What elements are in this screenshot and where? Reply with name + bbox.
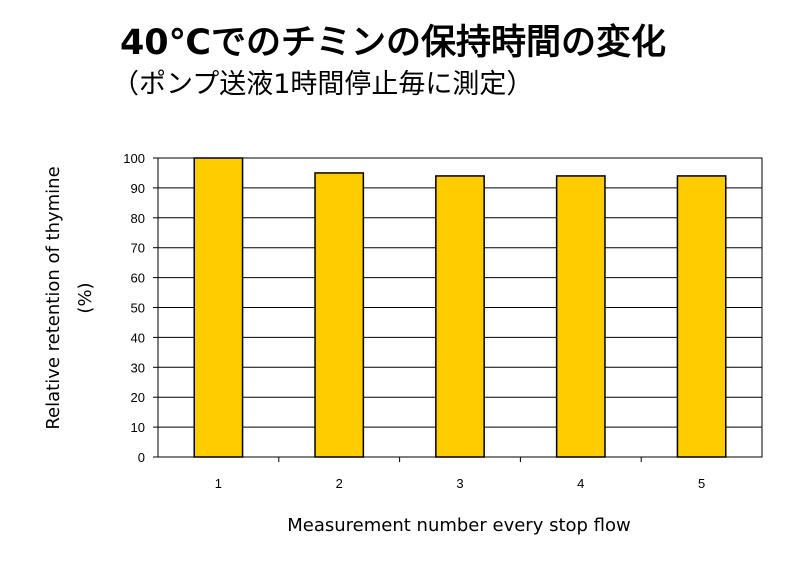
y-tick-label: 10 (131, 420, 145, 435)
bar-1 (193, 157, 244, 458)
bar-5 (676, 175, 727, 458)
bar-2 (314, 172, 365, 458)
x-tick-label: 4 (577, 476, 584, 491)
y-tick-label: 50 (131, 301, 145, 316)
bars (193, 157, 727, 458)
bar-3 (435, 175, 485, 458)
y-axis-label-unit: (%) (75, 282, 96, 313)
y-tick-label: 60 (131, 271, 145, 286)
x-axis-label: Measurement number every stop flow (287, 515, 631, 536)
chart-subtitle: （ポンプ送液1時間停止毎に測定） (112, 69, 534, 100)
y-tick-label: 30 (131, 360, 145, 375)
x-tick-label: 2 (336, 476, 343, 491)
chart-title: 40℃でのチミンの保持時間の変化 (119, 23, 667, 63)
y-tick-label: 80 (131, 211, 145, 226)
y-tick-label: 0 (138, 450, 145, 465)
x-tick-label: 1 (215, 476, 222, 491)
y-tick-label: 70 (131, 241, 145, 256)
x-tick-label: 3 (456, 476, 463, 491)
y-tick-label: 20 (131, 390, 145, 405)
x-axis-ticks: 1 2 3 4 5 (215, 457, 705, 491)
x-tick-label: 5 (698, 476, 705, 491)
y-tick-label: 90 (131, 181, 145, 196)
bar-4 (555, 175, 606, 458)
y-tick-label: 100 (123, 151, 145, 166)
y-axis-label: Relative retention of thymine (43, 166, 64, 429)
y-axis-ticks: 0 10 20 30 40 50 60 70 80 90 100 (123, 151, 158, 465)
y-tick-label: 40 (131, 330, 145, 345)
